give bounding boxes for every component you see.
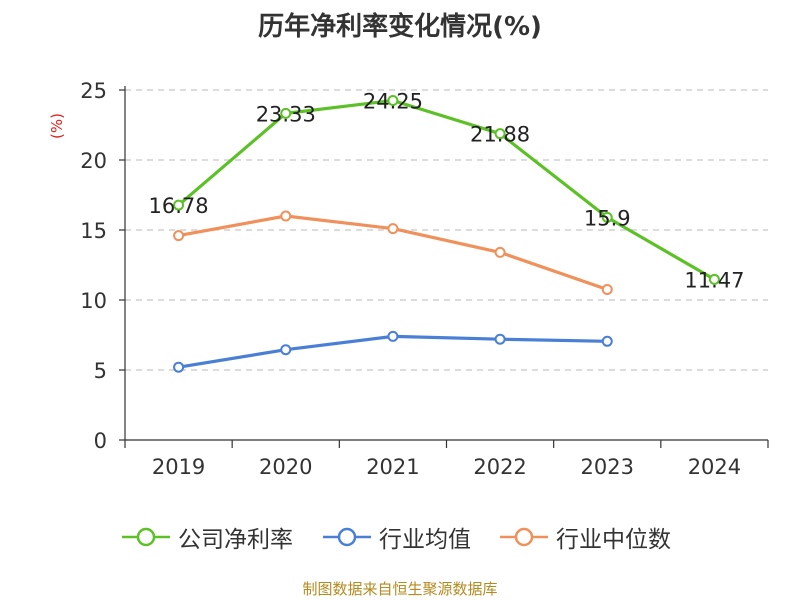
data-point [280,344,292,356]
legend-label: 行业中位数 [556,527,671,553]
series-line-0 [177,98,716,281]
data-label: 23.33 [256,102,316,126]
data-label: 11.47 [684,268,744,292]
data-point [173,361,185,373]
chart-title: 历年净利率变化情况(%) [258,12,542,42]
data-label: 24.25 [363,90,423,114]
x-tick-label: 2019 [152,455,205,479]
x-tick-label: 2022 [473,455,526,479]
data-label: 15.9 [584,206,631,230]
legend-label: 公司净利率 [178,527,293,553]
legend-item-company[interactable]: 公司净利率 [122,520,293,554]
y-tick-label: 0 [94,429,107,453]
x-tick-label: 2020 [259,455,312,479]
data-point [494,333,506,345]
data-point [280,210,292,222]
legend-marker-icon [323,527,371,547]
y-tick-label: 20 [80,149,107,173]
data-point [173,199,185,211]
data-point [601,284,613,295]
legend-marker-icon [500,527,548,547]
legend-marker-icon [122,527,170,547]
legend-item-industry-mean[interactable]: 行业均值 [323,520,471,554]
data-point [601,335,613,347]
data-label: 21.88 [470,123,530,147]
x-tick-label: 2024 [688,455,741,479]
data-point [387,95,399,106]
data-point [387,330,399,342]
source-footer: 制图数据来自恒生聚源数据库 [302,580,498,598]
data-point [173,230,185,242]
data-point [387,223,399,235]
x-tick-label: 2021 [366,455,419,479]
y-tick-label: 10 [80,289,107,313]
y-tick-label: 5 [94,359,107,383]
x-tick-label: 2023 [581,455,634,479]
data-point [280,107,292,119]
y-axis-label: (%) [48,113,66,139]
data-point [708,273,720,285]
data-point [601,211,613,223]
y-tick-label: 25 [80,79,107,103]
y-tick-label: 15 [80,219,107,243]
data-point [494,246,506,258]
data-point [494,128,506,140]
data-label: 16.78 [149,194,209,218]
legend-item-industry-median[interactable]: 行业中位数 [500,520,671,554]
legend-label: 行业均值 [379,527,471,553]
legend: 公司净利率 行业均值 行业中位数 [0,520,800,554]
